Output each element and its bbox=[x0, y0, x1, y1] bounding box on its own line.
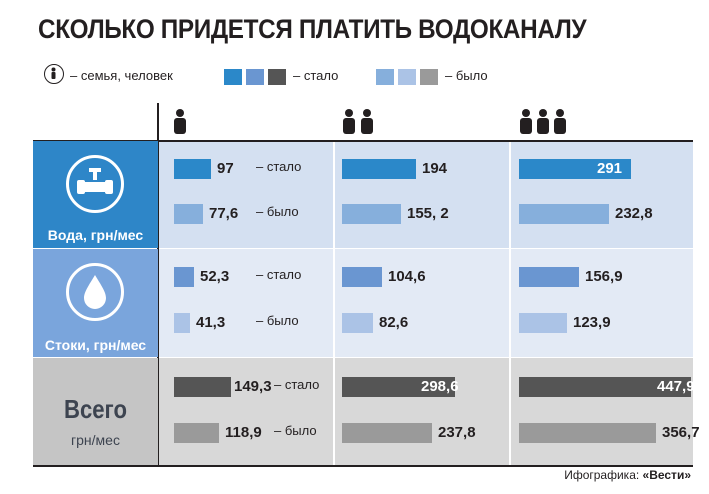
category-sewage: Стоки, грн/мес bbox=[33, 249, 158, 357]
value-label-now: 291 bbox=[597, 160, 623, 177]
row-label-was: – было bbox=[274, 423, 317, 438]
legend-swatch-sewage-was bbox=[398, 69, 416, 85]
value-label-was: 232,8 bbox=[615, 205, 653, 222]
value-label-was: 237,8 bbox=[438, 424, 476, 441]
one-person-icon bbox=[174, 109, 186, 134]
legend-now-label: – стало bbox=[293, 68, 339, 83]
category-water: Вода, грн/мес bbox=[33, 141, 158, 248]
row-label-now: – стало bbox=[256, 159, 302, 174]
bar-now bbox=[174, 267, 194, 287]
bar-was bbox=[342, 204, 401, 224]
value-label-was: 118,9 bbox=[225, 424, 262, 441]
grid-top-line bbox=[33, 140, 693, 142]
legend-swatch-water-now bbox=[224, 69, 242, 85]
bar-now bbox=[342, 159, 416, 179]
value-label-was: 155, 2 bbox=[407, 205, 449, 222]
row-label-was: – было bbox=[256, 313, 299, 328]
value-label-now: 194 bbox=[422, 160, 448, 177]
value-label-now: 298,6 bbox=[421, 378, 459, 395]
legend-swatch-sewage-now bbox=[246, 69, 264, 85]
bar-now bbox=[519, 159, 631, 179]
row-separator bbox=[159, 357, 693, 358]
bar-was bbox=[342, 423, 432, 443]
bar-was bbox=[519, 313, 567, 333]
row-label-was: – было bbox=[256, 204, 299, 219]
category-total-sub: грн/мес bbox=[71, 432, 120, 448]
bar-was bbox=[174, 313, 190, 333]
bar-was bbox=[174, 204, 203, 224]
category-total: Всего грн/мес bbox=[33, 358, 158, 465]
bar-was bbox=[519, 423, 656, 443]
value-label-now: 97 bbox=[217, 160, 234, 177]
value-label-was: 77,6 bbox=[209, 205, 239, 222]
bar-now bbox=[342, 267, 382, 287]
value-label-was: 123,9 bbox=[573, 314, 611, 331]
category-sewage-label: Стоки, грн/мес bbox=[44, 337, 147, 353]
column-separator bbox=[509, 142, 511, 465]
value-label-now: 149,3 bbox=[234, 378, 272, 395]
bar-now bbox=[519, 267, 579, 287]
credit-prefix: Ифографика: bbox=[564, 468, 643, 482]
value-label-was: 356,7 bbox=[662, 424, 700, 441]
category-total-label: Всего bbox=[64, 394, 127, 424]
bar-was bbox=[519, 204, 609, 224]
legend-family-label: – семья, человек bbox=[70, 68, 173, 83]
value-label-now: 447,9 bbox=[657, 378, 695, 395]
credit: Ифографика: «Вести» bbox=[564, 468, 691, 482]
value-label-now: 104,6 bbox=[388, 268, 426, 285]
value-label-now: 52,3 bbox=[200, 268, 230, 285]
water-drop-icon bbox=[66, 263, 124, 321]
category-water-label: Вода, грн/мес bbox=[47, 227, 144, 243]
bar-now bbox=[174, 377, 231, 397]
bar-was bbox=[174, 423, 219, 443]
person-legend-icon bbox=[44, 64, 64, 84]
bar-was bbox=[342, 313, 373, 333]
water-pipe-icon bbox=[66, 155, 124, 213]
panel-sewage bbox=[159, 249, 693, 357]
value-label-was: 41,3 bbox=[196, 314, 226, 331]
legend-swatch-total-now bbox=[268, 69, 286, 85]
page-title: СКОЛЬКО ПРИДЕТСЯ ПЛАТИТЬ ВОДОКАНАЛУ bbox=[38, 14, 587, 44]
grid-vertical-line bbox=[157, 103, 159, 466]
legend-swatch-total-was bbox=[420, 69, 438, 85]
row-separator bbox=[159, 248, 693, 249]
bar-now bbox=[342, 377, 455, 397]
bar-now bbox=[519, 377, 691, 397]
bar-now bbox=[174, 159, 211, 179]
credit-brand: «Вести» bbox=[642, 468, 691, 482]
column-separator bbox=[333, 142, 335, 465]
two-persons-icon bbox=[343, 109, 373, 134]
panel-water bbox=[159, 142, 693, 248]
legend-swatch-water-was bbox=[376, 69, 394, 85]
value-label-was: 82,6 bbox=[379, 314, 409, 331]
grid-bottom-line bbox=[33, 465, 693, 467]
three-persons-icon bbox=[520, 109, 566, 134]
row-label-now: – стало bbox=[274, 377, 320, 392]
panel-total bbox=[159, 358, 693, 465]
row-label-now: – стало bbox=[256, 267, 302, 282]
value-label-now: 156,9 bbox=[585, 268, 623, 285]
legend-was-label: – было bbox=[445, 68, 488, 83]
